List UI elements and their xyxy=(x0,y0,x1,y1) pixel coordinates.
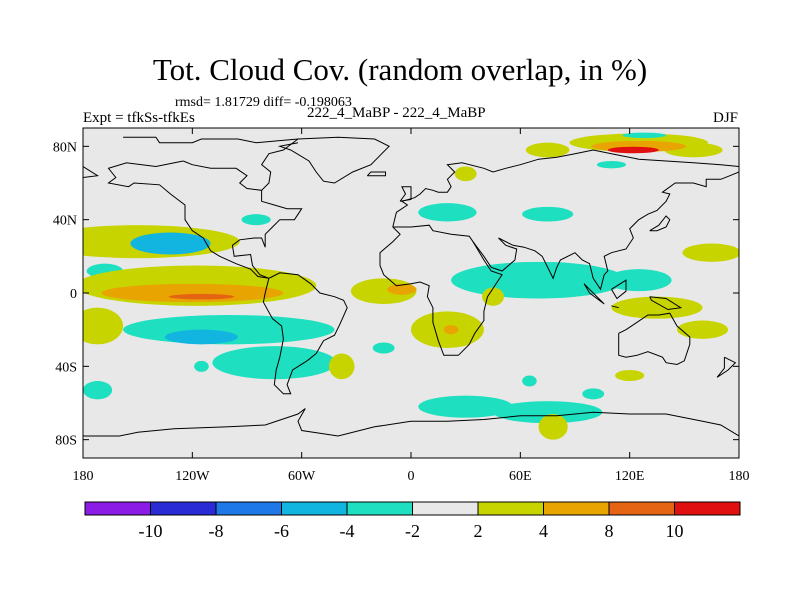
coastline xyxy=(716,356,737,378)
colorbar-swatch xyxy=(84,501,151,516)
colorbar-swatch xyxy=(150,501,217,516)
anomaly-region xyxy=(538,414,568,440)
colorbar-swatch xyxy=(477,501,544,516)
colorbar-label: -4 xyxy=(340,521,355,541)
anomaly-region xyxy=(522,206,574,222)
coastline xyxy=(262,272,348,395)
anomaly-region xyxy=(443,325,459,335)
coastline xyxy=(107,160,269,279)
coastline xyxy=(83,408,739,437)
axes: 180 120W 60W 0 60E 120E 180 80N 40N 0 40S 80S xyxy=(53,128,750,484)
anomaly-region xyxy=(596,161,627,169)
anomaly-region xyxy=(212,346,337,380)
anomaly-region xyxy=(525,142,570,158)
x-tick-label: 180 xyxy=(729,469,750,484)
coastline xyxy=(392,149,739,228)
coastline xyxy=(399,186,412,202)
x-tick-label: 120W xyxy=(175,469,210,484)
x-tick-label: 60W xyxy=(288,469,316,484)
coastline xyxy=(366,171,386,177)
anomaly-region xyxy=(582,388,605,400)
anomaly-region xyxy=(101,283,284,303)
anomaly-region xyxy=(615,370,645,381)
x-tick-label: 60E xyxy=(509,469,532,484)
coastline xyxy=(231,190,303,279)
anomaly-region xyxy=(677,320,729,339)
colorbar-swatch xyxy=(281,501,348,516)
anomaly-region xyxy=(418,395,514,418)
coastline xyxy=(123,136,390,184)
anomaly-region xyxy=(493,401,603,424)
y-tick-label: 80N xyxy=(53,140,77,155)
x-tick-label: 120E xyxy=(615,469,645,484)
coastline xyxy=(183,138,299,191)
chart-title: Tot. Cloud Cov. (random overlap, in %) xyxy=(152,52,648,87)
stats-line: rmsd= 1.81729 diff= -0.198063 xyxy=(175,95,352,110)
coastline xyxy=(472,171,739,291)
coastline xyxy=(583,283,605,305)
anomaly-region xyxy=(451,261,627,299)
coastline xyxy=(611,305,619,309)
anomaly-region xyxy=(611,296,703,319)
anomaly-region xyxy=(418,203,477,222)
anomaly-region xyxy=(605,269,672,292)
colorbar-label: 4 xyxy=(539,521,548,541)
anomaly-region xyxy=(168,293,235,300)
anomaly-region xyxy=(622,132,667,139)
x-tick-label: 180 xyxy=(73,469,94,484)
colorbar-label: -8 xyxy=(209,521,224,541)
anomaly-region xyxy=(522,375,537,387)
y-tick-label: 40N xyxy=(53,214,77,229)
anomaly-region xyxy=(241,214,271,226)
y-tick-label: 40S xyxy=(55,360,77,375)
colorbar-swatch xyxy=(674,501,741,516)
anomaly-region xyxy=(329,353,355,380)
coastline xyxy=(379,224,503,356)
colorbar-label: 8 xyxy=(605,521,614,541)
anomaly-region xyxy=(83,307,124,345)
colorbar-swatch xyxy=(608,501,675,516)
colorbar-label: 2 xyxy=(474,521,483,541)
x-tick-label: 0 xyxy=(408,469,415,484)
anomaly-region xyxy=(372,342,395,354)
colorbar-label: 10 xyxy=(666,521,684,541)
anomaly-region xyxy=(387,283,417,295)
anomaly-regions xyxy=(83,132,739,440)
coastline xyxy=(649,215,671,232)
anomaly-region xyxy=(482,287,504,306)
coastline xyxy=(610,279,627,300)
coastline xyxy=(618,312,691,366)
anomaly-region xyxy=(682,243,739,262)
anomaly-region xyxy=(165,329,238,345)
y-tick-label: 80S xyxy=(55,434,77,449)
experiment-label: Expt = tfkSs-tfkEs xyxy=(83,110,195,126)
y-tick-label: 0 xyxy=(70,287,77,302)
colorbar-swatch xyxy=(543,501,610,516)
anomaly-region xyxy=(194,360,209,372)
colorbar: -10 -8 -6 -4 -2 2 4 8 10 xyxy=(84,501,741,541)
season-label: DJF xyxy=(712,110,738,126)
anomaly-region xyxy=(607,146,659,154)
colorbar-swatch xyxy=(412,501,479,516)
colorbar-swatch xyxy=(346,501,413,516)
coastline xyxy=(649,296,683,311)
difference-label: 222_4_MaBP - 222_4_MaBP xyxy=(307,105,486,121)
colorbar-label: -6 xyxy=(274,521,289,541)
anomaly-region xyxy=(130,232,211,255)
anomaly-region xyxy=(454,166,477,182)
anomaly-region xyxy=(83,381,113,400)
colorbar-label: -2 xyxy=(405,521,420,541)
colorbar-swatch xyxy=(215,501,282,516)
coastline xyxy=(83,166,100,178)
coastlines xyxy=(83,136,739,437)
colorbar-label: -10 xyxy=(139,521,163,541)
